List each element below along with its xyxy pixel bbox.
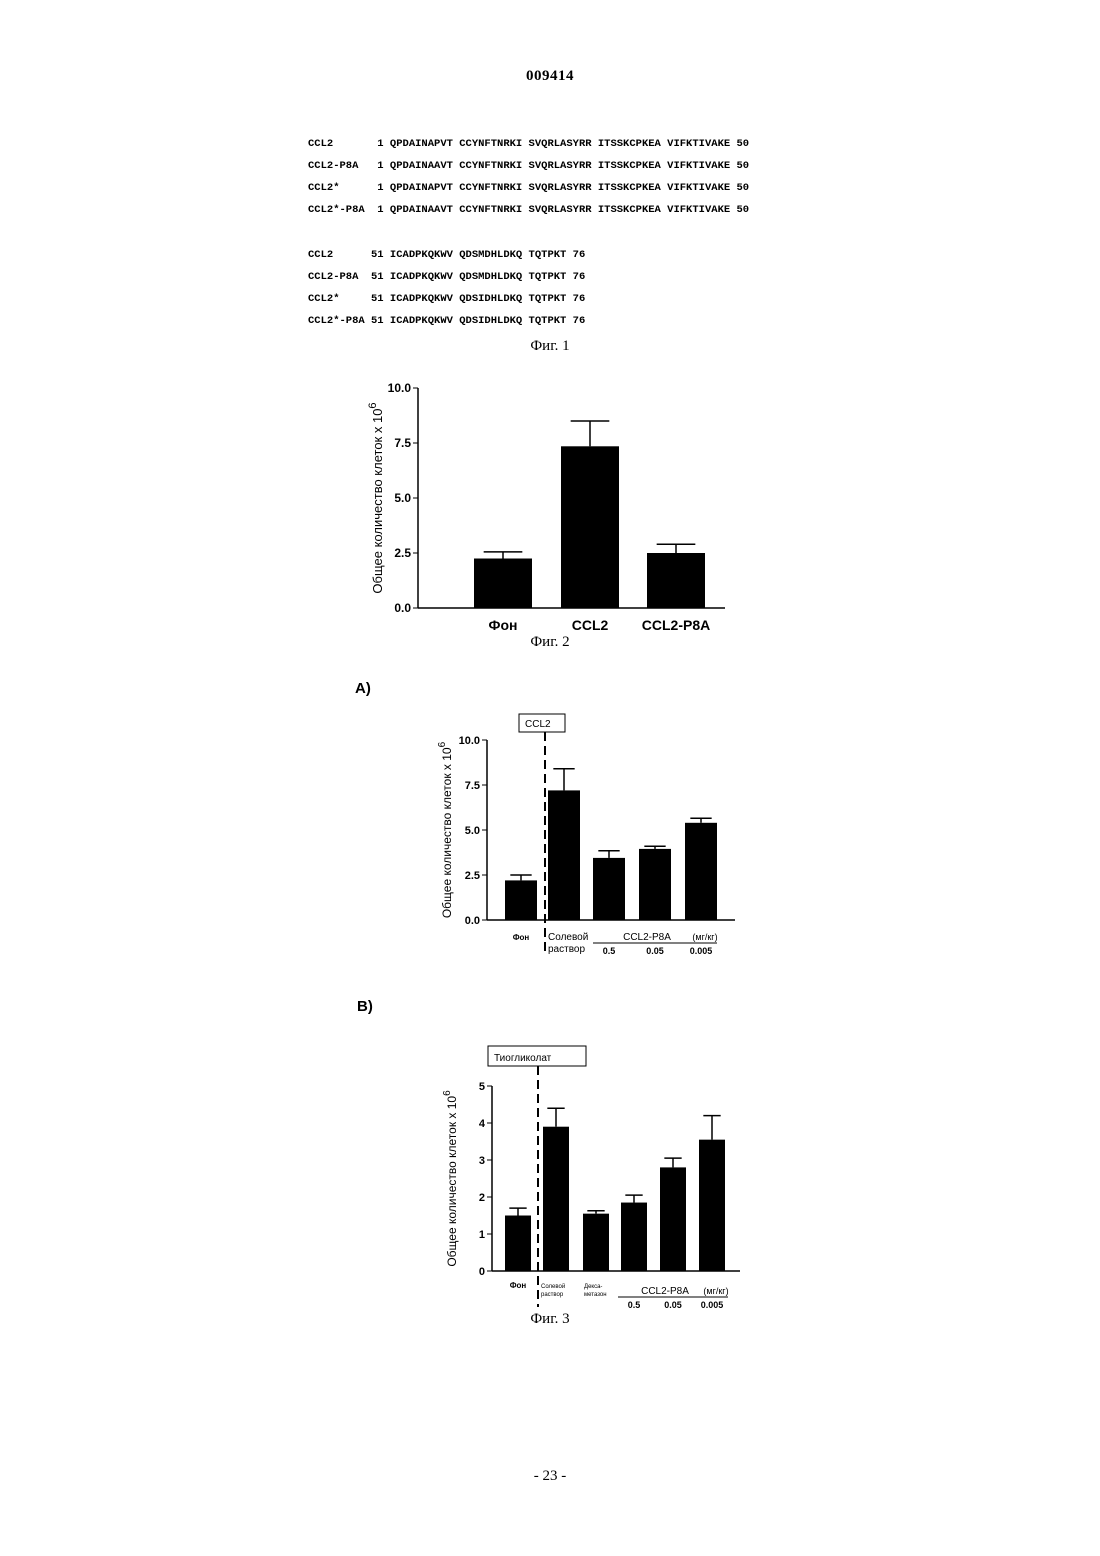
sequence-row: CCL2* 1 QPDAINAPVT CCYNFTNRKI SVQRLASYRR… [308, 182, 749, 194]
dose-label: 0.005 [701, 1300, 724, 1310]
y-tick-label: 3 [479, 1155, 485, 1167]
dose-label: 0.5 [628, 1300, 641, 1310]
bar [543, 1127, 569, 1271]
category-label: CCL2-P8A [642, 617, 710, 633]
y-tick-label: 5.0 [465, 825, 480, 837]
units-label: (мг/кг) [703, 1286, 728, 1296]
y-tick-label: 2 [479, 1192, 485, 1204]
group-label: CCL2-P8A [623, 932, 671, 943]
category-label: Солевой [541, 1283, 565, 1290]
panel-a-label: A) [355, 680, 371, 697]
y-tick-label: 7.5 [394, 436, 411, 450]
y-tick-label: 2.5 [394, 546, 411, 560]
bar [561, 446, 619, 608]
y-tick-label: 0.0 [394, 601, 411, 615]
dose-label: 0.05 [646, 946, 664, 956]
bar [505, 1216, 531, 1272]
y-axis-label: Общее количество клеток x 106 [442, 1090, 459, 1267]
sequence-row: CCL2 51 ICADPKQKWV QDSMDHLDKQ TQTPKT 76 [308, 249, 585, 261]
sequence-row: CCL2-P8A 1 QPDAINAAVT CCYNFTNRKI SVQRLAS… [308, 160, 749, 172]
treatment-label: CCL2 [525, 719, 551, 730]
y-tick-label: 0 [479, 1266, 485, 1278]
sequence-row: CCL2-P8A 51 ICADPKQKWV QDSMDHLDKQ TQTPKT… [308, 271, 585, 283]
panel-b-label: B) [357, 998, 373, 1015]
figure-3b-chart: 0 1 2 3 4 5 Общее количество клеток x 106 Тиогл… [440, 1042, 760, 1314]
category-label: раствор [548, 944, 585, 955]
y-tick-label: 5 [479, 1081, 485, 1093]
y-tick-label: 10.0 [459, 735, 480, 747]
category-label: Солевой [548, 932, 588, 943]
treatment-label: Тиогликолат [494, 1053, 552, 1064]
category-label: Фон [489, 617, 518, 633]
y-tick-label: 5.0 [394, 491, 411, 505]
y-tick-label: 1 [479, 1229, 485, 1241]
y-axis-label: Общее количество клеток x 106 [367, 402, 385, 593]
figure-2-caption: Фиг. 2 [0, 634, 1100, 651]
y-tick-label: 0.0 [465, 915, 480, 927]
category-label: Фон [510, 1281, 527, 1290]
figure-1-caption: Фиг. 1 [0, 338, 1100, 355]
sequence-row: CCL2*-P8A 1 QPDAINAAVT CCYNFTNRKI SVQRLA… [308, 204, 749, 216]
bar [639, 849, 671, 920]
group-label: CCL2-P8A [641, 1286, 689, 1297]
y-tick-label: 4 [479, 1118, 486, 1130]
y-tick-label: 10.0 [388, 381, 412, 395]
page-number: - 23 - [0, 1468, 1100, 1485]
bar [685, 823, 717, 920]
sequence-row: CCL2*-P8A 51 ICADPKQKWV QDSIDHLDKQ TQTPK… [308, 315, 585, 327]
figure-3-caption: Фиг. 3 [0, 1311, 1100, 1328]
dose-label: 0.05 [664, 1300, 682, 1310]
dose-label: 0.5 [603, 946, 616, 956]
bar [474, 559, 532, 609]
bar [699, 1140, 725, 1271]
category-label: Фон [513, 933, 530, 942]
category-label: CCL2 [572, 617, 609, 633]
y-axis-label: Общее количество клеток x 106 [437, 741, 454, 918]
category-label: Декса- [584, 1284, 602, 1290]
sequence-row: CCL2 1 QPDAINAPVT CCYNFTNRKI SVQRLASYRR … [308, 138, 749, 150]
bar [621, 1203, 647, 1271]
bar [548, 790, 580, 920]
sequence-row: CCL2* 51 ICADPKQKWV QDSIDHLDKQ TQTPKT 76 [308, 293, 585, 305]
dose-label: 0.005 [690, 946, 713, 956]
document-number: 009414 [0, 68, 1100, 85]
category-label: метазон [584, 1292, 607, 1298]
figure-2-chart: 0.0 2.5 5.0 7.5 10.0Общее количество клеток … [360, 372, 740, 638]
bar [505, 880, 537, 920]
y-tick-label: 7.5 [465, 780, 480, 792]
category-label: раствор [541, 1292, 564, 1298]
figure-3a-chart: 0.0 2.5 5.0 7.5 10.0 Общее количество клеток … [425, 712, 745, 964]
bar [660, 1167, 686, 1271]
y-tick-label: 2.5 [465, 870, 480, 882]
units-label: (мг/кг) [692, 932, 717, 942]
bar [593, 858, 625, 920]
bar [583, 1214, 609, 1271]
bar [647, 553, 705, 608]
